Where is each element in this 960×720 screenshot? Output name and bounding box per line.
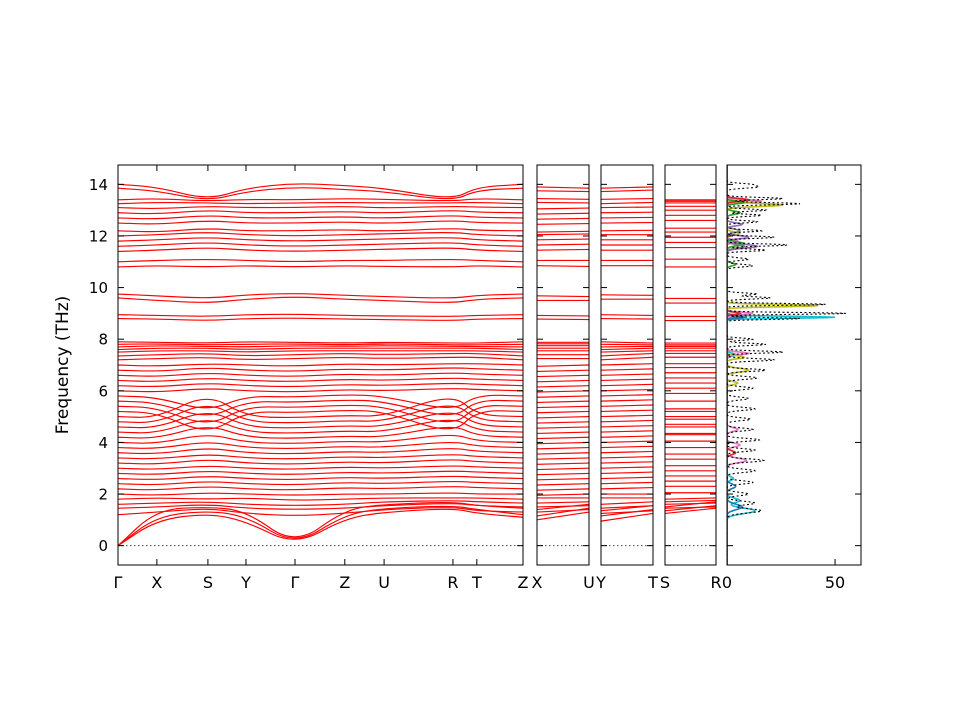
x-tick-label: R	[447, 573, 458, 592]
y-tick-label: 6	[98, 382, 108, 400]
x-tick-label: T	[647, 573, 658, 592]
y-tick-label: 8	[98, 331, 108, 349]
x-tick-label: S	[660, 573, 670, 592]
dos-panel-frame	[726, 164, 862, 566]
phonon-bands-XU	[536, 186, 590, 521]
phonon-bands-SR	[664, 199, 717, 514]
x-tick-label: U	[583, 573, 595, 592]
x-tick-label: X	[532, 573, 543, 592]
segment-panel-frame	[664, 164, 717, 566]
partial-dos-curve-1	[727, 165, 836, 565]
x-tick-label: Γ	[114, 573, 123, 592]
x-tick-label: Z	[518, 573, 529, 592]
panel-dos: 0 50	[722, 164, 862, 592]
x-tick-label: Γ	[291, 573, 300, 592]
panel-bands-main: Γ X S Y Γ Z U R T Z 0 2 4 6 8 10 12 14	[89, 164, 529, 592]
y-tick-label: 10	[89, 279, 108, 297]
x-tick-label: T	[471, 573, 482, 592]
segment-panel-frame	[536, 164, 590, 566]
segment-panel-frame	[600, 164, 654, 566]
x-tick-label: Y	[240, 573, 251, 592]
y-tick-label: 0	[98, 537, 108, 555]
x-tick-label: 50	[825, 573, 845, 592]
x-tick-label: S	[203, 573, 213, 592]
total-dos-curve	[727, 165, 846, 565]
y-tick-label: 12	[89, 227, 108, 245]
x-tick-label: X	[151, 573, 162, 592]
partial-dos-curve-8	[727, 165, 746, 565]
y-tick-label: 4	[98, 434, 108, 452]
phonon-bands-YT	[600, 186, 654, 522]
main-panel-frame	[117, 164, 524, 566]
x-tick-label: 0	[722, 573, 732, 592]
x-tick-label: Z	[339, 573, 350, 592]
x-tick-label: Y	[595, 573, 606, 592]
y-tick-label: 14	[89, 176, 108, 194]
y-tick-label: 2	[98, 486, 108, 504]
phonon-bands-main	[117, 183, 524, 547]
x-tick-label: R	[710, 573, 721, 592]
x-tick-label: U	[378, 573, 390, 592]
